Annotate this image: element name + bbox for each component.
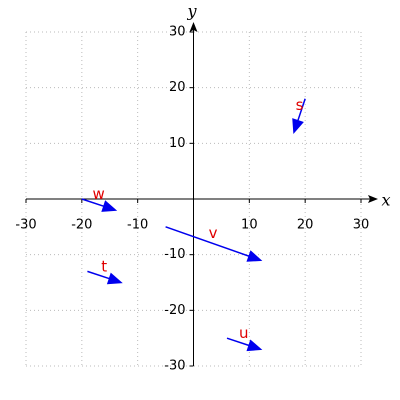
vector-arrow xyxy=(87,270,123,285)
x-tick-label: 20 xyxy=(297,218,314,233)
x-axis-title: x xyxy=(381,191,390,210)
y-axis-arrow xyxy=(189,22,198,32)
y-tick-label: 30 xyxy=(169,25,186,40)
vector-label: t xyxy=(101,257,107,275)
vector-arrow xyxy=(292,98,306,135)
vector-label: v xyxy=(209,224,218,242)
vector-label: u xyxy=(239,324,249,342)
y-axis-title: y xyxy=(186,2,197,21)
y-tick-label: 20 xyxy=(169,80,186,95)
y-tick-label: -10 xyxy=(164,247,185,262)
vector-arrow xyxy=(226,337,263,352)
y-tick-label: -30 xyxy=(164,359,185,374)
x-tick-label: 30 xyxy=(353,218,370,233)
x-tick-label: -20 xyxy=(71,218,92,233)
x-tick-label: -30 xyxy=(15,218,36,233)
x-axis-arrow xyxy=(368,195,378,203)
y-tick-label: 10 xyxy=(169,136,186,151)
x-tick-label: -10 xyxy=(127,218,148,233)
vector-arrow xyxy=(165,226,263,262)
y-tick-label: -20 xyxy=(164,303,185,318)
x-tick-label: 10 xyxy=(241,218,258,233)
vector-arrow xyxy=(81,198,118,212)
vector-label: s xyxy=(296,96,304,114)
vector-label: w xyxy=(92,185,104,203)
